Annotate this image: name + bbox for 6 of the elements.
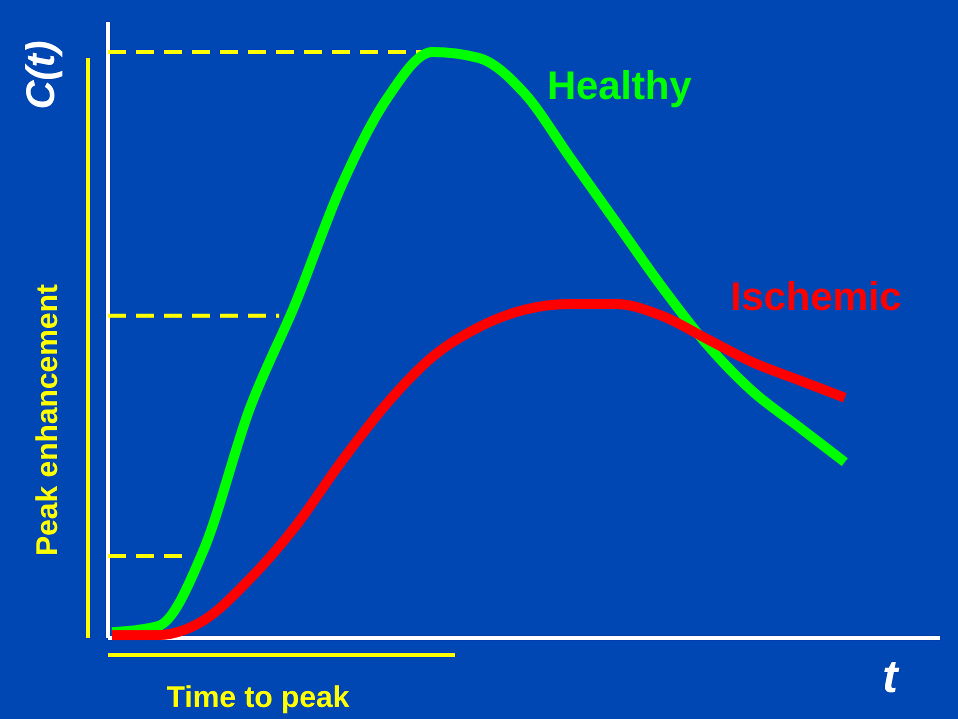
series-label: Ischemic <box>730 275 902 320</box>
text: Time to peak <box>166 681 350 714</box>
y-axis-title: C(t) <box>19 40 63 110</box>
text: Peak enhancement <box>31 284 64 556</box>
series-label: Healthy <box>547 64 692 108</box>
x-axis-title: t <box>882 650 900 702</box>
